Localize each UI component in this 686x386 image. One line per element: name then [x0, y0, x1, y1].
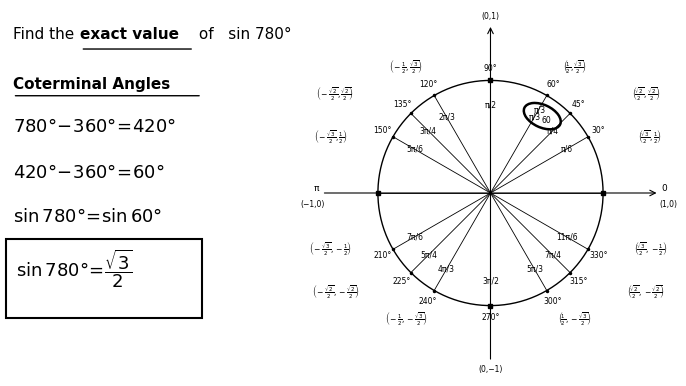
Text: 0: 0 [661, 184, 667, 193]
Text: 45°: 45° [572, 100, 586, 109]
Text: 90°: 90° [484, 64, 497, 73]
Text: 7π/6: 7π/6 [406, 232, 423, 241]
Text: 225°: 225° [393, 277, 411, 286]
Text: (1,0): (1,0) [659, 200, 677, 209]
Text: $\left(\!-\frac{\sqrt{2}}{2},\frac{\sqrt{2}}{2}\!\right)$: $\left(\!-\frac{\sqrt{2}}{2},\frac{\sqrt… [316, 85, 354, 103]
Text: 4π/3: 4π/3 [438, 264, 455, 274]
Text: π/2: π/2 [484, 101, 497, 110]
Text: 330°: 330° [589, 251, 608, 260]
Text: 5π/4: 5π/4 [420, 251, 437, 260]
Text: $\mathrm{sin}\,780°\!=\!\dfrac{\sqrt{3}}{2}$: $\mathrm{sin}\,780°\!=\!\dfrac{\sqrt{3}}… [16, 247, 132, 290]
Text: $\left(\!\frac{\sqrt{3}}{2},\frac{1}{2}\!\right)$: $\left(\!\frac{\sqrt{3}}{2},\frac{1}{2}\… [639, 128, 662, 146]
Text: $\left(\!\frac{\sqrt{3}}{2},-\frac{1}{2}\!\right)$: $\left(\!\frac{\sqrt{3}}{2},-\frac{1}{2}… [634, 240, 667, 258]
Text: $\left(\!\frac{1}{2},\frac{\sqrt{3}}{2}\!\right)$: $\left(\!\frac{1}{2},\frac{\sqrt{3}}{2}\… [563, 58, 587, 76]
Text: $\left(\!\frac{\sqrt{2}}{2},-\frac{\sqrt{2}}{2}\!\right)$: $\left(\!\frac{\sqrt{2}}{2},-\frac{\sqrt… [627, 283, 665, 301]
Text: π/3: π/3 [528, 112, 541, 122]
Text: (−1,0): (−1,0) [300, 200, 324, 209]
Text: $\left(\!-\frac{1}{2},-\frac{\sqrt{3}}{2}\!\right)$: $\left(\!-\frac{1}{2},-\frac{\sqrt{3}}{2… [385, 310, 427, 328]
Text: π/3: π/3 [534, 106, 546, 115]
Text: exact value: exact value [80, 27, 180, 42]
Text: 240°: 240° [419, 297, 437, 306]
Text: $\left(\!-\frac{\sqrt{3}}{2},-\frac{1}{2}\!\right)$: $\left(\!-\frac{\sqrt{3}}{2},-\frac{1}{2… [309, 240, 352, 258]
Text: 3π/2: 3π/2 [482, 276, 499, 285]
Text: 270°: 270° [482, 313, 499, 322]
Text: 120°: 120° [419, 80, 437, 89]
Text: 60°: 60° [546, 80, 560, 89]
Text: 60: 60 [542, 116, 552, 125]
Text: 5π/3: 5π/3 [526, 264, 543, 274]
Text: of   sin 780°: of sin 780° [194, 27, 292, 42]
Text: $\left(\!\frac{1}{2},-\frac{\sqrt{3}}{2}\!\right)$: $\left(\!\frac{1}{2},-\frac{\sqrt{3}}{2}… [558, 310, 591, 328]
Text: 135°: 135° [393, 100, 412, 109]
Text: $\left(\!-\frac{\sqrt{3}}{2},\frac{1}{2}\!\right)$: $\left(\!-\frac{\sqrt{3}}{2},\frac{1}{2}… [314, 128, 347, 146]
Text: 315°: 315° [569, 277, 588, 286]
Text: $\left(\!\frac{\sqrt{2}}{2},\frac{\sqrt{2}}{2}\!\right)$: $\left(\!\frac{\sqrt{2}}{2},\frac{\sqrt{… [632, 85, 660, 103]
Text: 30°: 30° [592, 126, 606, 135]
Text: $\mathrm{sin}\,780°\!=\!\mathrm{sin}\,60°$: $\mathrm{sin}\,780°\!=\!\mathrm{sin}\,60… [12, 208, 162, 227]
Text: 11π/6: 11π/6 [556, 232, 578, 241]
Text: Coterminal Angles: Coterminal Angles [12, 77, 170, 92]
Text: 5π/6: 5π/6 [406, 145, 423, 154]
Text: 150°: 150° [373, 126, 392, 135]
Text: 210°: 210° [373, 251, 392, 260]
Text: $\left(\!-\frac{1}{2},\frac{\sqrt{3}}{2}\!\right)$: $\left(\!-\frac{1}{2},\frac{\sqrt{3}}{2}… [390, 58, 423, 76]
Text: $\left(\!-\frac{\sqrt{2}}{2},-\frac{\sqrt{2}}{2}\!\right)$: $\left(\!-\frac{\sqrt{2}}{2},-\frac{\sqr… [311, 283, 359, 301]
Text: 3π/4: 3π/4 [420, 126, 437, 135]
Text: 7π/4: 7π/4 [544, 251, 561, 260]
FancyBboxPatch shape [6, 239, 202, 318]
Text: Find the: Find the [12, 27, 79, 42]
Text: π/6: π/6 [560, 145, 573, 154]
Text: π/4: π/4 [547, 126, 558, 135]
Text: π: π [314, 184, 320, 193]
Text: $780°\!-\!360°\!=\!420°$: $780°\!-\!360°\!=\!420°$ [12, 118, 176, 136]
Text: $420°\!-\!360°\!=\!60°$: $420°\!-\!360°\!=\!60°$ [12, 164, 164, 182]
Text: (0,−1): (0,−1) [478, 365, 503, 374]
Text: 2π/3: 2π/3 [438, 112, 455, 122]
Text: 300°: 300° [544, 297, 563, 306]
Text: (0,1): (0,1) [482, 12, 499, 21]
